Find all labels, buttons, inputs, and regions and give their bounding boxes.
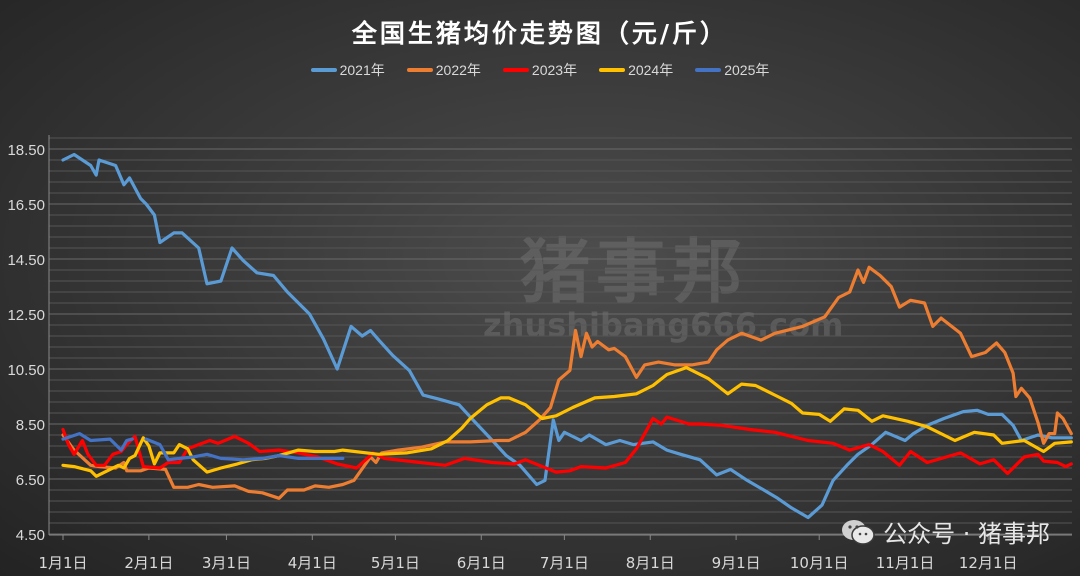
x-tick-label: 12月1日 — [959, 554, 1018, 572]
x-tick-label: 10月1日 — [790, 554, 849, 572]
legend-label: 2021年 — [339, 62, 385, 78]
x-tick-label: 7月1日 — [540, 554, 589, 572]
y-tick-label: 12.50 — [7, 307, 45, 324]
y-tick-label: 6.50 — [16, 472, 45, 489]
x-tick-label: 9月1日 — [712, 554, 761, 572]
legend-label: 2024年 — [628, 62, 674, 78]
y-tick-label: 8.50 — [16, 417, 45, 434]
series-line-2023年 — [61, 415, 1073, 476]
legend: 2021年 2022年 2023年 2024年 2025年 — [0, 60, 1080, 80]
legend-item: 2023年 — [502, 60, 578, 80]
legend-label: 2023年 — [531, 62, 578, 78]
x-tick-label: 5月1日 — [371, 554, 420, 572]
legend-swatch — [695, 68, 722, 72]
x-tick-label: 4月1日 — [288, 554, 337, 572]
y-tick-label: 10.50 — [7, 362, 45, 379]
legend-label: 2022年 — [435, 62, 481, 78]
legend-item: 2022年 — [406, 60, 481, 80]
legend-swatch — [599, 68, 626, 72]
footer-credit: 公众号 · 猪事邦 — [841, 514, 1050, 549]
legend-item: 2021年 — [310, 60, 385, 80]
y-tick-label: 16.50 — [7, 197, 45, 214]
wechat-icon — [841, 519, 875, 545]
watermark-brand: 猪事邦 — [520, 231, 748, 313]
legend-item: 2025年 — [695, 60, 769, 80]
x-tick-label: 1月1日 — [38, 554, 87, 572]
x-tick-label: 3月1日 — [202, 554, 251, 572]
x-tick-label: 11月1日 — [876, 554, 935, 572]
x-tick-label: 2月1日 — [124, 554, 173, 572]
x-tick-label: 8月1日 — [626, 554, 675, 572]
series-line-2021年 — [61, 152, 1073, 520]
series-line-2025年 — [61, 432, 345, 462]
legend-item: 2024年 — [599, 60, 673, 80]
legend-swatch — [406, 68, 433, 72]
x-tick-label: 6月1日 — [457, 554, 506, 572]
y-tick-label: 18.50 — [7, 142, 45, 159]
legend-swatch — [310, 68, 337, 72]
series-line-2022年 — [61, 265, 1073, 500]
legend-swatch — [502, 68, 529, 72]
y-tick-label: 14.50 — [7, 252, 45, 269]
chart-title: 全国生猪均价走势图（元/斤） — [351, 19, 729, 48]
footer-label: 公众号 · 猪事邦 — [883, 520, 1050, 548]
series-line-2024年 — [61, 366, 1073, 478]
y-tick-label: 4.50 — [16, 527, 45, 544]
legend-label: 2025年 — [724, 62, 770, 78]
